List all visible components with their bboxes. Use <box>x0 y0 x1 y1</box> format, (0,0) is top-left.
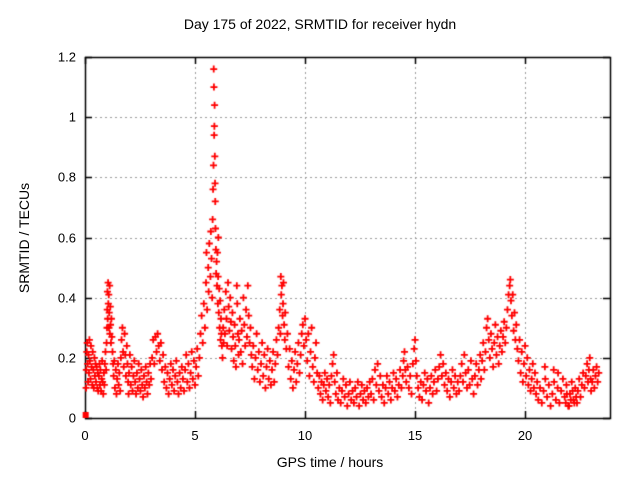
y-tick-label: 0.8 <box>57 169 76 185</box>
x-tick-label: 10 <box>297 428 313 443</box>
x-axis-label: GPS time / hours <box>276 454 384 470</box>
y-tick-label: 1 <box>68 109 76 125</box>
y-tick-label: 1.2 <box>57 49 76 65</box>
y-tick-label: 0.6 <box>57 230 76 245</box>
y-axis-label: SRMTID / TECUs <box>16 182 32 294</box>
x-tick-label: 20 <box>517 428 533 443</box>
x-tick-label: 5 <box>191 428 199 443</box>
x-tick-label: 0 <box>81 428 89 443</box>
x-tick-label: 15 <box>407 428 423 443</box>
y-tick-label: 0.4 <box>57 290 76 306</box>
y-tick-label: 0 <box>68 410 76 426</box>
chart-title: Day 175 of 2022, SRMTID for receiver hyd… <box>183 16 457 32</box>
y-tick-label: 0.2 <box>57 350 76 366</box>
